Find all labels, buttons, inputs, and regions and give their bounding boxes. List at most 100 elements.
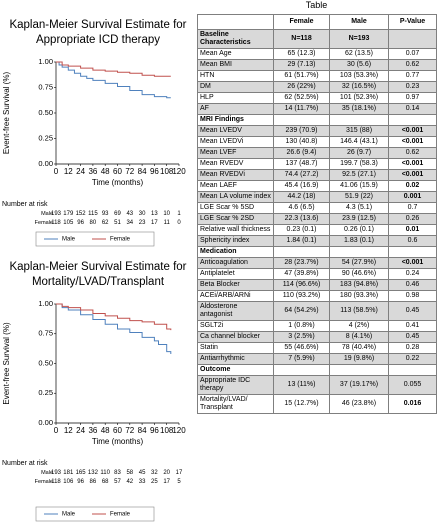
table-cell: 90 (46.6%) <box>329 268 389 280</box>
risk-value: 20 <box>163 470 170 476</box>
table-cell: <0.001 <box>388 125 437 137</box>
y-axis-title: Event-free Survival (%) <box>2 72 11 155</box>
table-cell: 64 (54.2%) <box>273 301 330 321</box>
table-cell: 0.7 <box>388 202 437 214</box>
table-cell: 45.4 (16.9) <box>273 180 330 192</box>
y-tick-label: 0.75 <box>38 329 53 338</box>
y-tick-label: 0.25 <box>38 388 53 397</box>
table-cell: 180 (93.3%) <box>329 290 389 302</box>
x-tick-label: 108 <box>160 426 174 435</box>
table-cell: Mortality/LVAD/ Transplant <box>197 394 274 414</box>
table-cell: 3 (2.5%) <box>273 331 330 343</box>
table-cell: 137 (48.7) <box>273 158 330 170</box>
x-tick-label: 96 <box>150 167 159 176</box>
y-tick-label: 0.25 <box>38 133 53 142</box>
table-row: Ca channel blocker 3 (2.5%) 8 (4.1%) 0.45 <box>197 331 437 343</box>
table-header-cell: Female <box>273 14 330 30</box>
table-cell: 0.23 <box>388 81 437 93</box>
risk-row-label: Female <box>35 220 53 226</box>
table-cell: 26.6 (9.4) <box>273 147 330 159</box>
table-cell: Antiplatelet <box>197 268 274 280</box>
risk-value: 58 <box>126 470 133 476</box>
table-cell: Anticoagulation <box>197 257 274 269</box>
table-cell: 0.97 <box>388 92 437 104</box>
table-cell <box>329 114 389 126</box>
risk-value: 132 <box>88 470 99 476</box>
x-tick-label: 48 <box>101 167 110 176</box>
table-cell: 32 (16.5%) <box>329 81 389 93</box>
table-cell: 61 (51.7%) <box>273 70 330 82</box>
table-cell: <0.001 <box>388 257 437 269</box>
km-curve-female <box>56 61 171 77</box>
table-cell: <0.001 <box>388 158 437 170</box>
table-cell: Mean LVEF <box>197 147 274 159</box>
km-plot-2: 0.000.250.500.751.000 12 24 36 48 60 72 84 96 108… <box>2 299 186 522</box>
x-tick-label: 72 <box>125 167 134 176</box>
table-cell: 46 (23.8%) <box>329 394 389 414</box>
table-cell <box>388 114 437 126</box>
table-cell: 92.5 (27.1) <box>329 169 389 181</box>
y-tick-label: 1.00 <box>38 57 53 66</box>
x-tick-label: 120 <box>172 167 186 176</box>
table-cell: Mean BMI <box>197 59 274 71</box>
table-cell: 0.62 <box>388 59 437 71</box>
risk-value: 57 <box>114 479 121 485</box>
km-plot-1: 0.000.250.500.751.000 12 24 36 48 60 72 84 96 108… <box>2 57 186 247</box>
risk-value: 23 <box>139 220 146 226</box>
risk-value: 42 <box>126 479 133 485</box>
table-cell <box>388 246 437 258</box>
risk-value: 51 <box>114 220 121 226</box>
table-row: Antiplatelet 47 (39.8%) 90 (46.6%) 0.24 <box>197 268 437 280</box>
table-row: Relative wall thickness 0.23 (0.1) 0.26 (0… <box>197 224 437 236</box>
table-cell: 0.23 (0.1) <box>273 224 330 236</box>
x-tick-label: 84 <box>138 426 147 435</box>
table-cell: 4 (2%) <box>329 320 389 332</box>
table-row: Statin 55 (46.6%) 78 (40.4%) 0.28 <box>197 342 437 354</box>
risk-value: 17 <box>151 220 158 226</box>
table-cell: 0.001 <box>388 191 437 203</box>
table-cell <box>329 246 389 258</box>
table-cell: 35 (18.1%) <box>329 103 389 115</box>
risk-value: 93 <box>102 211 109 217</box>
y-tick-label: 0.50 <box>38 358 53 367</box>
table-cell: <0.001 <box>388 169 437 181</box>
table-header-row: Female Male P-Value <box>197 14 437 30</box>
table-cell: Ca channel blocker <box>197 331 274 343</box>
table-cell: Appropriate IDC therapy <box>197 375 274 395</box>
risk-value: 1 <box>177 211 181 217</box>
table-cell: Mean LVEDV <box>197 125 274 137</box>
risk-value: 86 <box>90 479 97 485</box>
table-cell: 41.06 (15.9) <box>329 180 389 192</box>
table-cell: DM <box>197 81 274 93</box>
x-tick-label: 0 <box>54 167 59 176</box>
risk-value: 33 <box>139 479 146 485</box>
table-row: HLP 62 (52.5%) 101 (52.3%) 0.97 <box>197 92 437 104</box>
table-cell: 0.45 <box>388 331 437 343</box>
x-tick-label: 120 <box>172 426 186 435</box>
y-tick-label: 0.00 <box>38 418 53 427</box>
table-cell: LGE Scar % 2SD <box>197 213 274 225</box>
table-cell: 44.2 (18) <box>273 191 330 203</box>
table-cell: Mean LAEF <box>197 180 274 192</box>
table-cell: 26 (9.7) <box>329 147 389 159</box>
x-tick-label: 12 <box>64 426 73 435</box>
table-cell: 183 (94.8%) <box>329 279 389 291</box>
x-tick-label: 60 <box>113 167 122 176</box>
risk-value: 5 <box>177 479 181 485</box>
risk-value: 11 <box>164 220 171 226</box>
x-tick-label: 24 <box>76 167 85 176</box>
x-tick-label: 12 <box>64 167 73 176</box>
table-cell: Aldosterone antagonist <box>197 301 274 321</box>
table-cell: 51.9 (22) <box>329 191 389 203</box>
risk-value: 69 <box>114 211 121 217</box>
table-row: Mean LVEDVi 130 (40.8) 146.4 (43.1) <0.001 <box>197 136 437 148</box>
table-cell: 0.22 <box>388 353 437 365</box>
table-cell: 1.84 (0.1) <box>273 235 330 247</box>
x-tick-label: 48 <box>101 426 110 435</box>
km-plot-1-title: Kaplan-Meier Survival Estimate for Appro… <box>0 18 196 48</box>
table-row: ACEi/ARB/ARNi 110 (93.2%) 180 (93.3%) 0.98 <box>197 290 437 302</box>
table-cell: 30 (5.6) <box>329 59 389 71</box>
table-cell: 199.7 (58.3) <box>329 158 389 170</box>
table-cell: 22.3 (13.6) <box>273 213 330 225</box>
risk-value: 181 <box>63 470 74 476</box>
